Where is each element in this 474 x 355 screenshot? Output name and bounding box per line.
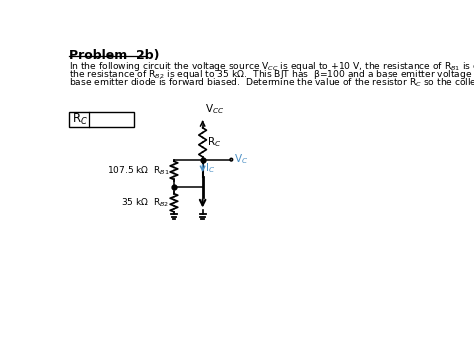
Text: In the following circuit the voltage source V$_{CC}$ is equal to +10 V, the resi: In the following circuit the voltage sou… bbox=[69, 60, 474, 72]
Text: 35 kΩ  R$_{B2}$: 35 kΩ R$_{B2}$ bbox=[121, 197, 169, 209]
Text: V$_{CC}$: V$_{CC}$ bbox=[205, 102, 224, 116]
Text: R$_C$: R$_C$ bbox=[207, 135, 222, 149]
Bar bbox=[69, 112, 135, 127]
Text: the resistance of R$_{B2}$ is equal to 35 kΩ.  This BJT has  β=100 and a base em: the resistance of R$_{B2}$ is equal to 3… bbox=[69, 68, 474, 81]
Text: 107.5 kΩ  R$_{B1}$: 107.5 kΩ R$_{B1}$ bbox=[107, 164, 169, 177]
Text: base emitter diode is forward biased.  Determine the value of the resistor R$_C$: base emitter diode is forward biased. De… bbox=[69, 76, 474, 89]
Text: V$_C$: V$_C$ bbox=[235, 152, 249, 166]
Text: R$_C$: R$_C$ bbox=[72, 112, 88, 127]
Text: I$_C$: I$_C$ bbox=[205, 162, 215, 175]
Text: Problem  2b): Problem 2b) bbox=[69, 49, 159, 62]
